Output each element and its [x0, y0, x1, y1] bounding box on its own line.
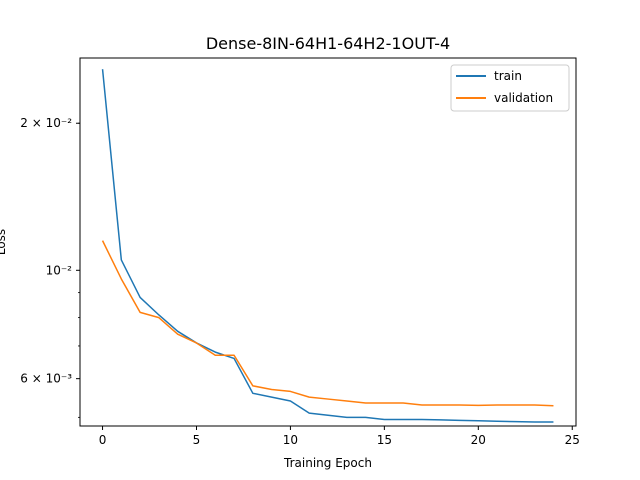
y-tick-label-2: 6 × 10⁻³ — [20, 372, 72, 386]
legend: train validation — [450, 64, 570, 112]
x-tick-label-20: 20 — [471, 433, 486, 447]
x-tick-label-5: 5 — [193, 433, 201, 447]
x-tick-label-15: 15 — [377, 433, 392, 447]
chart-title: Dense-8IN-64H1-64H2-1OUT-4 — [206, 34, 450, 53]
x-tick-label-0: 0 — [99, 433, 107, 447]
series-line-validation — [101, 240, 554, 407]
x-axis-label: Training Epoch — [283, 456, 372, 470]
y-tick-label-0: 2 × 10⁻² — [20, 116, 72, 130]
legend-label-train: train — [494, 69, 522, 83]
x-tick-label-10: 10 — [283, 433, 298, 447]
series-line-train — [101, 69, 554, 423]
plot-frame — [79, 57, 577, 427]
x-tick-label-25: 25 — [565, 433, 580, 447]
plot-area: 0 5 10 15 20 25 2 × 10⁻² 10⁻² 6 × 10⁻³ — [20, 69, 580, 447]
y-axis-label: Loss — [0, 229, 8, 255]
legend-label-validation: validation — [494, 91, 553, 105]
y-tick-label-1: 10⁻² — [46, 263, 73, 277]
